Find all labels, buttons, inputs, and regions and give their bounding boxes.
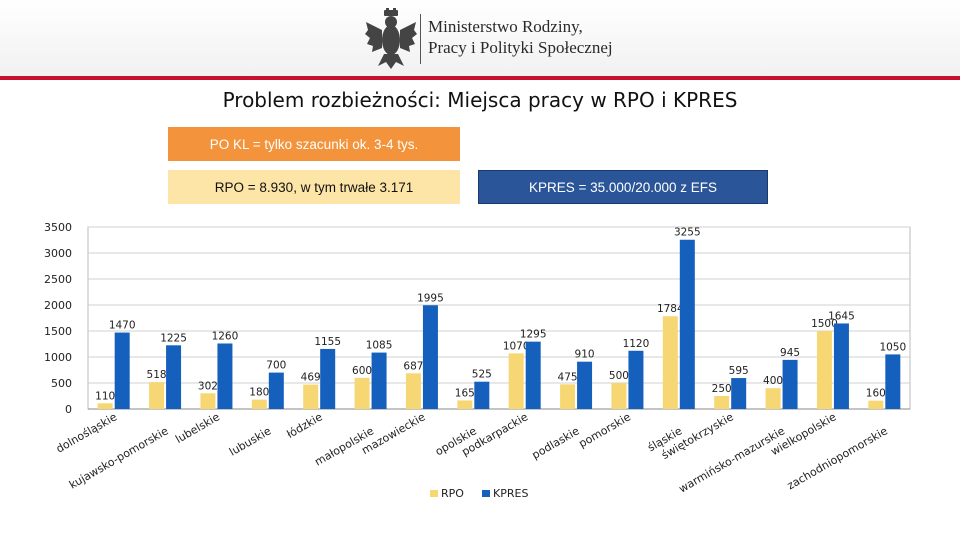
data-label-kpres: 595 — [729, 365, 749, 377]
bar-rpo — [457, 400, 473, 409]
data-label-kpres: 1645 — [828, 310, 855, 322]
bar-rpo — [97, 403, 113, 409]
data-label-rpo: 687 — [403, 360, 423, 372]
legend-label-rpo: RPO — [441, 487, 464, 500]
data-label-rpo: 475 — [558, 371, 578, 383]
bar-rpo — [149, 382, 165, 409]
bar-kpres — [320, 348, 336, 409]
eagle-emblem-icon — [365, 8, 417, 69]
y-tick-label: 3500 — [44, 221, 72, 234]
bar-kpres — [114, 332, 130, 409]
legend-swatch-rpo — [430, 490, 438, 497]
data-label-rpo: 1070 — [503, 340, 530, 352]
legend-label-kpres: KPRES — [493, 487, 528, 500]
data-label-kpres: 1225 — [160, 332, 187, 344]
y-tick-label: 1500 — [44, 325, 72, 338]
category-label: lubelskie — [173, 410, 222, 446]
data-label-rpo: 1500 — [811, 318, 838, 330]
bar-kpres — [628, 350, 644, 409]
header-divider — [420, 14, 421, 64]
data-label-rpo: 302 — [198, 380, 218, 392]
data-label-kpres: 1155 — [314, 336, 341, 348]
bar-kpres — [474, 381, 490, 409]
rpo-note-box: RPO = 8.930, w tym trwałe 3.171 — [168, 170, 460, 204]
data-label-rpo: 500 — [609, 370, 629, 382]
data-label-rpo: 110 — [95, 390, 115, 402]
data-label-kpres: 1295 — [520, 329, 547, 341]
data-label-rpo: 180 — [249, 387, 269, 399]
bar-rpo — [765, 388, 781, 409]
y-tick-label: 0 — [65, 403, 72, 416]
data-label-kpres: 1050 — [879, 341, 906, 353]
bar-rpo — [200, 393, 216, 409]
bar-kpres — [731, 378, 747, 409]
bar-rpo — [611, 383, 627, 409]
bar-rpo — [868, 400, 884, 409]
bar-kpres — [885, 354, 901, 409]
data-label-rpo: 165 — [455, 387, 475, 399]
bar-kpres — [268, 372, 284, 409]
jobs-bar-chart: 0 500 1000 1500 2000 2500 3000 3500 110 518 302 180… — [44, 221, 911, 500]
data-label-kpres: 525 — [472, 369, 492, 381]
ministry-name-line1: Ministerstwo Rodziny, — [428, 17, 583, 36]
bar-rpo — [560, 384, 576, 409]
header-accent-line — [0, 76, 960, 80]
bar-rpo — [816, 331, 832, 409]
category-label: pomorskie — [577, 410, 634, 450]
bar-kpres — [525, 341, 541, 409]
y-tick-label: 500 — [51, 377, 72, 390]
data-label-rpo: 469 — [301, 372, 321, 384]
bar-kpres — [217, 343, 233, 409]
bar-kpres — [833, 323, 849, 409]
data-label-rpo: 250 — [712, 383, 732, 395]
data-label-rpo: 160 — [866, 388, 886, 400]
bar-kpres — [577, 361, 593, 409]
data-label-kpres: 910 — [575, 349, 595, 361]
data-label-kpres: 1995 — [417, 292, 444, 304]
y-tick-label: 3000 — [44, 247, 72, 260]
y-tick-label: 2000 — [44, 299, 72, 312]
bar-rpo — [354, 377, 370, 409]
bar-rpo — [251, 399, 267, 409]
bar-rpo — [405, 373, 421, 409]
data-label-kpres: 1085 — [366, 340, 393, 352]
data-label-rpo: 600 — [352, 365, 372, 377]
data-label-kpres: 3255 — [674, 227, 701, 239]
data-label-rpo: 1784 — [657, 303, 684, 315]
slide-title: Problem rozbieżności: Miejsca pracy w RP… — [222, 88, 738, 112]
bar-kpres — [371, 352, 387, 409]
data-label-kpres: 945 — [780, 347, 800, 359]
legend-swatch-kpres — [482, 490, 490, 497]
data-label-kpres: 1470 — [109, 320, 136, 332]
data-label-rpo: 518 — [147, 369, 167, 381]
data-label-kpres: 1260 — [212, 330, 239, 342]
data-label-kpres: 700 — [266, 360, 286, 372]
ministry-header — [0, 0, 960, 76]
bar-rpo — [508, 353, 524, 409]
category-label: lubuskie — [227, 424, 273, 458]
ministry-name-line2: Pracy i Polityki Społecznej — [428, 38, 613, 57]
bar-rpo — [662, 316, 678, 409]
data-label-rpo: 400 — [763, 375, 783, 387]
y-tick-label: 2500 — [44, 273, 72, 286]
category-label: łódzkie — [285, 410, 325, 441]
kpres-note-box: KPRES = 35.000/20.000 z EFS — [478, 170, 768, 204]
y-tick-label: 1000 — [44, 351, 72, 364]
data-label-kpres: 1120 — [623, 338, 650, 350]
category-label: podlaskie — [530, 424, 582, 462]
ministry-name: Ministerstwo Rodziny, Pracy i Polityki S… — [428, 16, 613, 58]
bar-kpres — [422, 305, 438, 409]
bar-kpres — [166, 345, 182, 409]
bar-kpres — [782, 359, 798, 409]
category-label: dolnośląskie — [54, 410, 120, 455]
pokl-note-box: PO KL = tylko szacunki ok. 3-4 tys. — [168, 127, 460, 161]
bar-rpo — [714, 396, 730, 409]
bar-rpo — [303, 384, 319, 409]
bar-kpres — [679, 239, 695, 409]
